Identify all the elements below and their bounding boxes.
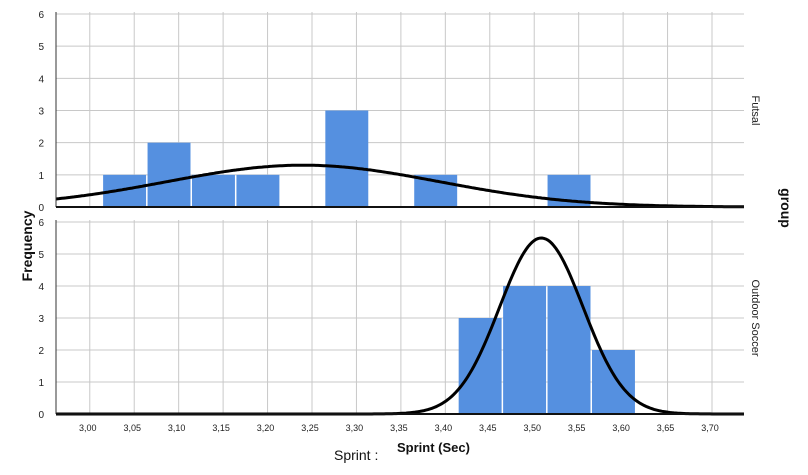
y-tick-label: 1	[38, 171, 44, 182]
histogram-bar	[236, 174, 280, 207]
y-tick-label: 2	[38, 346, 44, 357]
histogram-bar	[147, 142, 191, 207]
x-tick-label: 3,35	[390, 423, 408, 433]
x-tick-label: 3,10	[168, 423, 186, 433]
x-tick-label: 3,55	[568, 423, 586, 433]
y-tick-label: 0	[38, 410, 44, 421]
y-tick-label: 5	[38, 42, 44, 53]
x-tick-label: 3,50	[523, 423, 541, 433]
histogram-bar	[592, 350, 635, 414]
grid-lines	[56, 12, 744, 415]
x-axis-label: Sprint (Sec)	[397, 440, 470, 455]
x-tick-label: 3,40	[435, 423, 453, 433]
histogram-bar	[325, 110, 369, 207]
normal-curve	[56, 236, 744, 416]
y-tick-label: 3	[38, 314, 44, 325]
x-tick-label: 3,70	[701, 423, 719, 433]
x-tick-label: 3,60	[612, 423, 630, 433]
y-tick-label: 5	[38, 250, 44, 261]
x-axis-label-overlap: Sprint :	[334, 447, 378, 463]
facet-label: group	[778, 188, 794, 228]
y-tick-label: 1	[38, 378, 44, 389]
x-tick-label: 3,25	[301, 423, 319, 433]
y-tick-label: 6	[38, 218, 44, 229]
x-tick-label: 3,65	[657, 423, 675, 433]
panel-label: Outdoor Soccer	[749, 279, 761, 356]
bars	[103, 110, 635, 414]
y-tick-label: 6	[38, 10, 44, 21]
x-tick-label: 3,30	[346, 423, 364, 433]
x-tick-label: 3,00	[79, 423, 97, 433]
axes	[55, 12, 744, 415]
x-tick-label: 3,05	[123, 423, 141, 433]
y-tick-label: 4	[38, 282, 44, 293]
histogram-bar	[503, 286, 547, 414]
x-tick-label: 3,15	[212, 423, 230, 433]
x-tick-label: 3,20	[257, 423, 275, 433]
x-tick-label: 3,45	[479, 423, 497, 433]
labels: 0 1 2 3 4 5 6 Futsal 0 1 2 3 4 5 6 Outdoor Soccer 3,00 3,…	[38, 10, 761, 433]
y-tick-label: 2	[38, 139, 44, 150]
panel-label: Futsal	[749, 96, 761, 126]
y-axis-label: Frequency	[19, 210, 35, 281]
y-tick-label: 3	[38, 107, 44, 118]
y-tick-label: 0	[38, 203, 44, 214]
histogram-bar	[192, 174, 235, 207]
histogram-bar	[458, 318, 502, 414]
normal-curve	[55, 163, 744, 209]
y-tick-label: 4	[38, 74, 44, 85]
histogram-bar	[547, 286, 591, 414]
